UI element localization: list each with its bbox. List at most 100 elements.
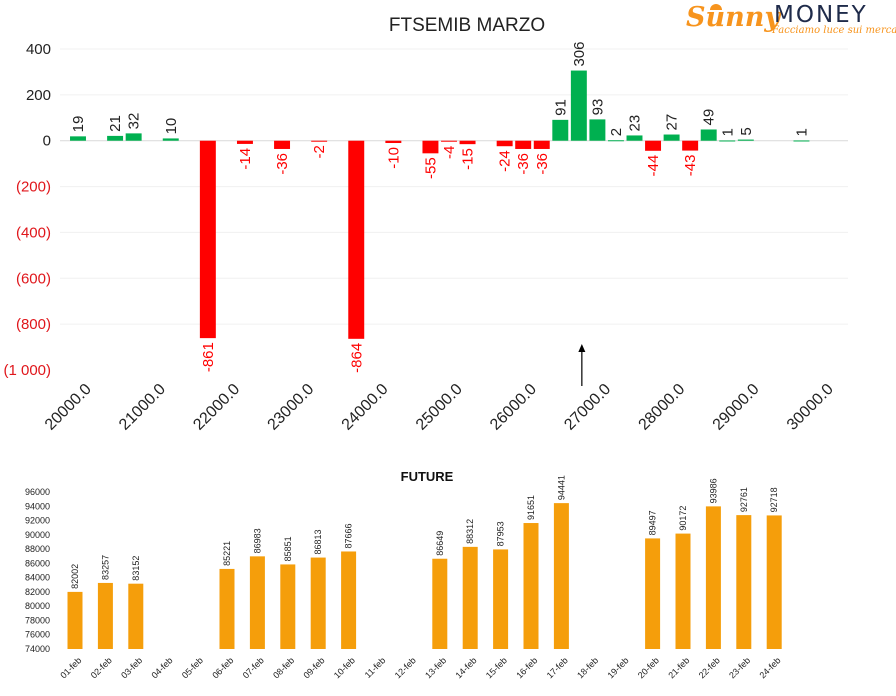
data-label: -10 <box>385 147 402 169</box>
data-label: 91 <box>552 99 569 116</box>
data-label: -861 <box>200 342 217 372</box>
y-tick-label: (400) <box>16 224 51 241</box>
bar <box>515 140 532 149</box>
x-tick-label: 25000.0 <box>413 381 466 434</box>
x-tick-label: 24000.0 <box>339 381 392 434</box>
bar <box>385 140 402 144</box>
bar <box>719 140 736 142</box>
x-tick-label: 23000.0 <box>265 381 318 434</box>
data-label: -44 <box>645 155 662 177</box>
data-label: 19 <box>70 116 87 133</box>
up-arrow-head-icon <box>578 344 586 352</box>
bar <box>570 70 587 141</box>
logo-tagline: Facciamo luce sui mercati <box>772 25 896 36</box>
y-tick-label: 90000 <box>25 530 50 540</box>
bar <box>645 140 662 151</box>
data-label: 89497 <box>648 510 658 535</box>
data-label: -864 <box>348 343 365 373</box>
bar <box>462 546 478 649</box>
x-tick-label: 09-feb <box>301 655 326 680</box>
bar <box>533 140 550 149</box>
x-tick-label: 17-feb <box>545 655 570 680</box>
chart-title: FUTURE <box>401 469 454 484</box>
bar <box>162 138 179 141</box>
x-tick-label: 15-feb <box>484 655 509 680</box>
bar <box>274 140 291 149</box>
data-label: 83257 <box>100 555 110 580</box>
x-tick-label: 01-feb <box>58 655 83 680</box>
x-tick-label: 29000.0 <box>710 381 763 434</box>
x-tick-label: 03-feb <box>119 655 144 680</box>
x-tick-label: 06-feb <box>210 655 235 680</box>
x-tick-label: 28000.0 <box>636 381 689 434</box>
data-label: -15 <box>460 148 477 170</box>
y-tick-label: 96000 <box>25 487 50 497</box>
data-label: 92761 <box>739 487 749 512</box>
bar <box>705 506 721 649</box>
y-tick-label: 200 <box>26 87 51 104</box>
bar <box>70 136 86 141</box>
data-label: 21 <box>107 115 124 132</box>
x-tick-label: 21000.0 <box>116 381 169 434</box>
data-label: 93986 <box>708 478 718 503</box>
bar <box>793 140 810 142</box>
bar <box>199 140 216 339</box>
bar <box>341 551 357 649</box>
bar <box>675 533 691 649</box>
x-tick-label: 10-feb <box>332 655 357 680</box>
data-label: -43 <box>682 155 699 177</box>
bar <box>737 139 754 141</box>
bar <box>645 538 661 649</box>
bar <box>766 515 782 649</box>
bar <box>219 568 235 649</box>
y-tick-label: 74000 <box>25 644 50 654</box>
x-tick-label: 21-feb <box>666 655 691 680</box>
y-tick-label: 0 <box>43 133 51 150</box>
bar <box>128 583 144 649</box>
data-label: 1 <box>719 128 736 136</box>
bar <box>311 140 328 142</box>
bar <box>348 140 365 339</box>
data-label: -4 <box>441 146 458 159</box>
x-tick-label: 19-feb <box>605 655 630 680</box>
data-label: 94441 <box>556 475 566 500</box>
y-tick-label: (600) <box>16 270 51 287</box>
bar <box>432 558 448 649</box>
bar <box>496 140 513 147</box>
data-label: -36 <box>274 153 291 175</box>
data-label: -24 <box>497 150 514 172</box>
sunny-money-logo: Sunny MONEY Facciamo luce sui mercati <box>686 0 896 40</box>
x-tick-label: 22000.0 <box>190 381 243 434</box>
bar <box>459 140 476 145</box>
x-tick-label: 20-feb <box>636 655 661 680</box>
data-label: -14 <box>237 148 254 170</box>
y-tick-label: 94000 <box>25 501 50 511</box>
bar <box>67 591 83 649</box>
bar <box>682 140 699 151</box>
data-label: -36 <box>534 153 551 175</box>
y-tick-label: 88000 <box>25 544 50 554</box>
sun-icon <box>710 4 722 10</box>
x-tick-label: 30000.0 <box>784 381 837 434</box>
data-label: 85221 <box>222 541 232 566</box>
bar <box>441 140 457 142</box>
data-label: -36 <box>515 153 532 175</box>
data-label: 87666 <box>344 523 354 548</box>
bar <box>589 119 606 141</box>
y-tick-label: 82000 <box>25 587 50 597</box>
bar <box>736 515 752 649</box>
x-tick-label: 14-feb <box>453 655 478 680</box>
data-label: -2 <box>311 145 328 158</box>
bar <box>249 556 265 649</box>
bar <box>553 503 569 649</box>
data-label: 87953 <box>496 521 506 546</box>
data-label: 88312 <box>465 519 475 544</box>
x-tick-label: 07-feb <box>241 655 266 680</box>
data-label: 32 <box>126 113 143 130</box>
data-label: 82002 <box>70 564 80 589</box>
y-tick-label: 92000 <box>25 516 50 526</box>
bar <box>607 140 624 142</box>
data-label: 306 <box>571 42 588 67</box>
x-tick-label: 24-feb <box>757 655 782 680</box>
bar <box>125 133 142 141</box>
